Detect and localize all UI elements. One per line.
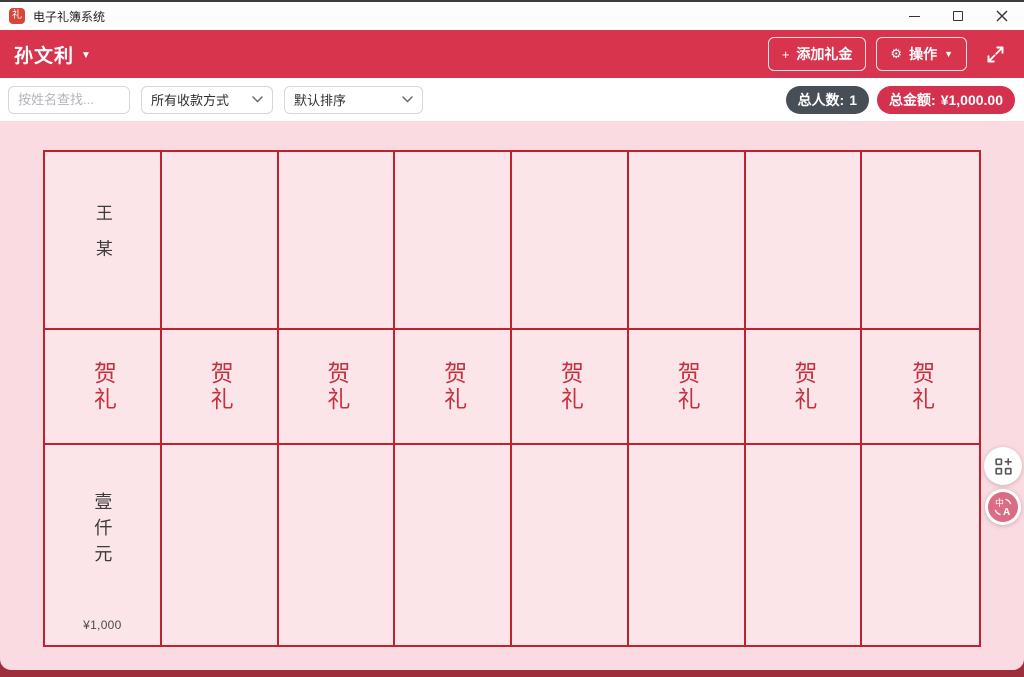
gear-icon: ⚙	[890, 46, 903, 61]
search-input[interactable]	[8, 85, 130, 114]
content-area: 王某 贺礼 贺礼 贺礼 贺礼 贺礼 贺礼 贺礼 贺礼 壹仟元 ¥1,000	[0, 121, 1024, 670]
actions-label: 操作	[909, 46, 938, 62]
caret-down-icon: ▼	[944, 49, 953, 59]
greeting-cell: 贺礼	[161, 328, 279, 443]
window-controls	[892, 2, 1024, 30]
user-menu[interactable]: 孙文利 ▼	[14, 41, 91, 68]
close-icon	[996, 10, 1008, 22]
payment-method-value: 所有收款方式	[151, 93, 230, 108]
amount-cell	[512, 443, 629, 645]
actions-button[interactable]: ⚙ 操作 ▼	[876, 37, 967, 71]
app-icon: 礼	[9, 8, 25, 24]
summary-badges: 总人数: 1 总金额: ¥1,000.00	[785, 85, 1016, 114]
maximize-button[interactable]	[936, 2, 980, 30]
greeting-cell: 贺礼	[278, 328, 396, 443]
amount-cell	[395, 443, 512, 645]
fullscreen-expand-icon	[987, 46, 1004, 62]
sort-value: 默认排序	[294, 93, 347, 108]
amount-cell	[745, 443, 863, 645]
add-widget-icon	[994, 457, 1012, 475]
svg-text:A: A	[1003, 507, 1010, 518]
name-cell	[279, 152, 396, 328]
name-cell	[629, 152, 746, 328]
header-actions: + 添加礼金 ⚙ 操作 ▼	[767, 37, 1010, 71]
name-cell	[395, 152, 512, 328]
caret-down-icon: ▼	[81, 49, 91, 61]
sort-select[interactable]: 默认排序	[284, 85, 423, 114]
name-cell	[862, 152, 979, 328]
greeting-cell: 贺礼	[45, 328, 162, 443]
name-cell	[746, 152, 863, 328]
svg-text:中: 中	[995, 497, 1004, 508]
total-people-badge: 总人数: 1	[785, 85, 870, 114]
greeting-cell: 贺礼	[512, 328, 629, 443]
greeting-cell: 贺礼	[862, 328, 979, 443]
user-name: 孙文利	[14, 45, 75, 67]
greeting-cell: 贺礼	[628, 328, 746, 443]
gift-ledger-grid: 王某 贺礼 贺礼 贺礼 贺礼 贺礼 贺礼 贺礼 贺礼 壹仟元 ¥1,000	[43, 150, 981, 647]
amount-cell	[161, 443, 279, 645]
greeting-cell: 贺礼	[745, 328, 863, 443]
filter-toolbar: 所有收款方式 默认排序 总人数: 1 总金额: ¥1,000.00	[0, 78, 1024, 121]
chevron-down-icon	[252, 96, 263, 103]
name-cell[interactable]: 王某	[45, 152, 162, 328]
total-amount-label: 总金额:	[889, 91, 936, 108]
amount-cell	[278, 443, 396, 645]
add-gift-button[interactable]: + 添加礼金	[767, 37, 867, 71]
total-people-label: 总人数:	[797, 91, 845, 108]
close-button[interactable]	[980, 2, 1024, 30]
maximize-icon	[953, 11, 963, 21]
minimize-button[interactable]	[892, 2, 936, 30]
fullscreen-button[interactable]	[981, 42, 1010, 67]
name-cell	[162, 152, 279, 328]
plus-icon: +	[781, 46, 790, 62]
name-cell	[512, 152, 629, 328]
widgets-tool-button[interactable]	[984, 447, 1022, 485]
add-gift-label: 添加礼金	[796, 46, 853, 62]
total-amount-badge: 总金额: ¥1,000.00	[877, 85, 1015, 114]
titlebar: 礼 电子礼簿系统	[0, 0, 1024, 30]
payment-method-select[interactable]: 所有收款方式	[141, 85, 273, 114]
amount-cell	[628, 443, 746, 645]
app-header: 孙文利 ▼ + 添加礼金 ⚙ 操作 ▼	[0, 30, 1024, 78]
amount-cell	[862, 443, 979, 645]
amount-cell[interactable]: 壹仟元 ¥1,000	[45, 443, 162, 645]
translate-tool-button[interactable]: 中 A	[985, 489, 1021, 525]
window-title: 电子礼簿系统	[33, 9, 106, 24]
total-amount-value: ¥1,000.00	[940, 91, 1003, 108]
translate-icon: 中 A	[988, 492, 1018, 522]
minimize-icon	[908, 15, 920, 17]
chevron-down-icon	[402, 96, 413, 103]
greeting-cell: 贺礼	[395, 328, 512, 443]
total-people-value: 1	[849, 91, 858, 108]
